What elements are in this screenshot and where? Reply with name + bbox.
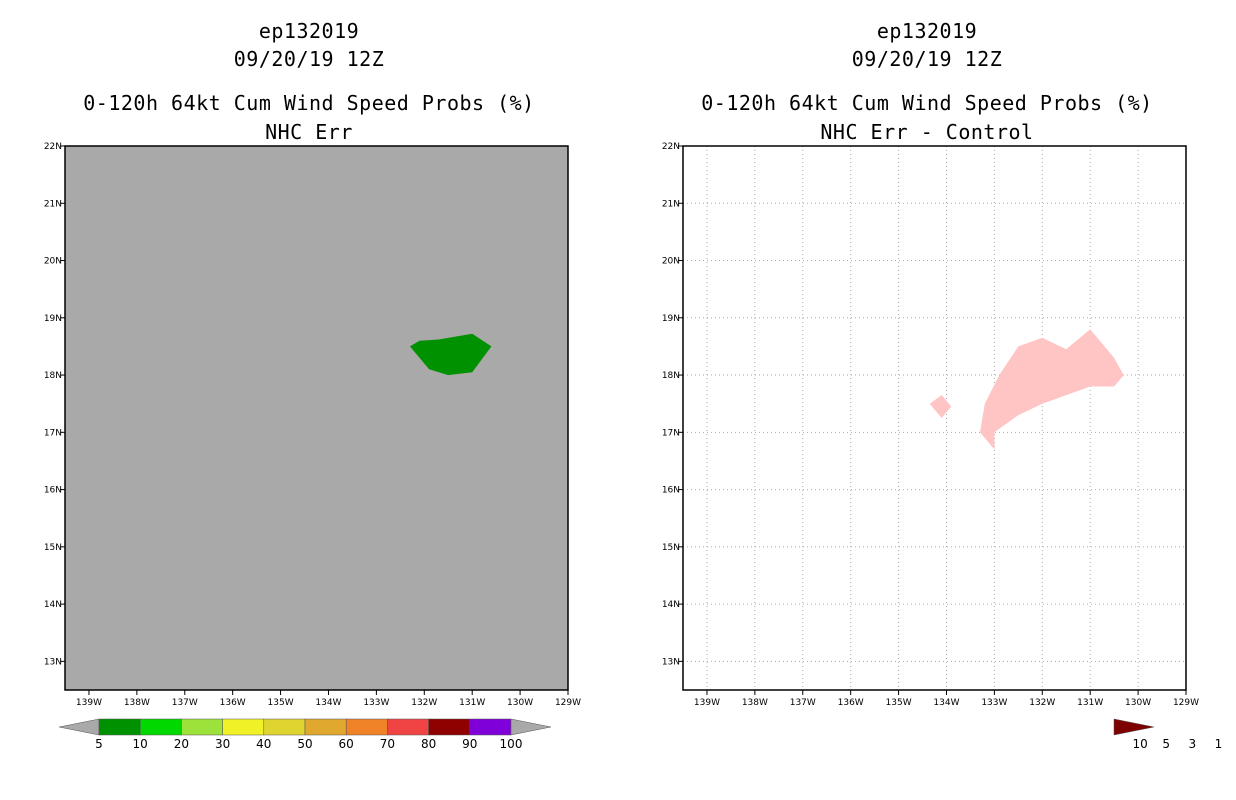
x-tick-label: 131W bbox=[459, 698, 485, 708]
y-tick-label: 17N bbox=[44, 428, 62, 438]
chart-title: 0-120h 64kt Cum Wind Speed Probs (%) bbox=[83, 91, 535, 115]
colorbar-segment bbox=[387, 718, 429, 736]
y-tick-label: 15N bbox=[44, 543, 62, 553]
y-tick-label: 21N bbox=[662, 199, 680, 209]
colorbar-label: 100 bbox=[500, 737, 523, 751]
y-tick-label: 21N bbox=[44, 199, 62, 209]
x-tick-label: 135W bbox=[268, 698, 294, 708]
x-tick-label: 135W bbox=[886, 698, 912, 708]
colorbar-label: 50 bbox=[297, 737, 312, 751]
y-tick-label: 22N bbox=[44, 142, 62, 152]
colorbar-upper-extend bbox=[510, 718, 552, 736]
left-map-plot: 139W 138W 137W 136W 135W 134W 133W 132W 131W 130W… bbox=[44, 142, 581, 751]
colorbar-label: 40 bbox=[256, 737, 271, 751]
colorbar-upper-extend bbox=[1113, 718, 1155, 736]
chart-date: 09/20/19 12Z bbox=[233, 47, 385, 71]
colorbar-segment bbox=[139, 718, 182, 736]
x-tick-label: 133W bbox=[981, 698, 1007, 708]
y-tick-label: 20N bbox=[662, 257, 680, 267]
chart-date: 09/20/19 12Z bbox=[851, 47, 1003, 71]
y-tick-label: 17N bbox=[662, 428, 680, 438]
colorbar-label: 90 bbox=[462, 737, 477, 751]
x-tick-label: 134W bbox=[315, 698, 341, 708]
plot-frame bbox=[682, 145, 1187, 691]
contour-area-1-3 bbox=[980, 329, 1124, 450]
chart-subtitle: NHC Err bbox=[265, 120, 353, 144]
y-tick-label: 14N bbox=[662, 600, 680, 610]
x-tick-label: 138W bbox=[742, 698, 768, 708]
colorbar-label: 70 bbox=[380, 737, 395, 751]
plot-frame bbox=[64, 145, 569, 691]
y-tick-label: 16N bbox=[662, 486, 680, 496]
x-tick-label: 137W bbox=[790, 698, 816, 708]
storm-id: ep132019 bbox=[876, 19, 978, 43]
colorbar-lower-extend bbox=[58, 718, 100, 736]
y-tick-label: 18N bbox=[44, 371, 62, 381]
chart-title: 0-120h 64kt Cum Wind Speed Probs (%) bbox=[701, 91, 1153, 115]
x-tick-label: 131W bbox=[1077, 698, 1103, 708]
y-tick-label: 20N bbox=[44, 257, 62, 267]
chart-subtitle: NHC Err - Control bbox=[820, 120, 1034, 144]
y-tick-label: 15N bbox=[662, 543, 680, 553]
x-tick-label: 133W bbox=[363, 698, 389, 708]
colorbar-label: 80 bbox=[421, 737, 436, 751]
y-tick-label: 19N bbox=[44, 314, 62, 324]
y-tick-label: 16N bbox=[44, 486, 62, 496]
storm-id: ep132019 bbox=[258, 19, 360, 43]
x-tick-label: 132W bbox=[1029, 698, 1055, 708]
colorbar-segment bbox=[428, 718, 471, 736]
plot-background bbox=[65, 146, 568, 690]
x-tick-label: 137W bbox=[172, 698, 198, 708]
right-chart-panel: ep132019 09/20/19 12Z 0-120h 64kt Cum Wi… bbox=[618, 0, 1236, 800]
colorbar-segment bbox=[98, 718, 141, 736]
y-tick-label: 22N bbox=[662, 142, 680, 152]
contour-area-1-3 bbox=[929, 395, 952, 418]
right-map-plot: 139W 138W 137W 136W 135W 134W 133W 132W 131W 130W… bbox=[662, 142, 1223, 751]
colorbar-label: 60 bbox=[339, 737, 354, 751]
x-tick-label: 130W bbox=[1125, 698, 1151, 708]
colorbar-segment bbox=[469, 718, 512, 736]
x-tick-label: 129W bbox=[555, 698, 581, 708]
x-tick-label: 132W bbox=[411, 698, 437, 708]
colorbar-label: 10 bbox=[133, 737, 148, 751]
colorbar-label: 30 bbox=[215, 737, 230, 751]
colorbar-segment bbox=[222, 718, 265, 736]
y-tick-label: 13N bbox=[662, 657, 680, 667]
colorbar-label: 3 bbox=[1189, 737, 1197, 751]
y-tick-label: 18N bbox=[662, 371, 680, 381]
plot-background bbox=[683, 146, 1186, 690]
x-tick-label: 136W bbox=[838, 698, 864, 708]
x-tick-label: 139W bbox=[694, 698, 720, 708]
x-tick-label: 129W bbox=[1173, 698, 1199, 708]
colorbar-segment bbox=[263, 718, 306, 736]
x-tick-label: 134W bbox=[933, 698, 959, 708]
colorbar-segment bbox=[181, 718, 223, 736]
colorbar-label: 10 bbox=[1132, 737, 1147, 751]
x-tick-label: 139W bbox=[76, 698, 102, 708]
colorbar-label: 5 bbox=[1162, 737, 1170, 751]
contour-area-5-10 bbox=[409, 333, 492, 376]
y-tick-label: 19N bbox=[662, 314, 680, 324]
colorbar-segment bbox=[304, 718, 347, 736]
x-tick-label: 130W bbox=[507, 698, 533, 708]
x-tick-label: 138W bbox=[124, 698, 150, 708]
colorbar-label: 20 bbox=[174, 737, 189, 751]
x-tick-label: 136W bbox=[220, 698, 246, 708]
left-chart-panel: ep132019 09/20/19 12Z 0-120h 64kt Cum Wi… bbox=[44, 19, 581, 751]
colorbar-label: 5 bbox=[95, 737, 103, 751]
y-tick-label: 13N bbox=[44, 657, 62, 667]
y-tick-label: 14N bbox=[44, 600, 62, 610]
colorbar-segment bbox=[345, 718, 388, 736]
colorbar-label: 1 bbox=[1215, 737, 1223, 751]
